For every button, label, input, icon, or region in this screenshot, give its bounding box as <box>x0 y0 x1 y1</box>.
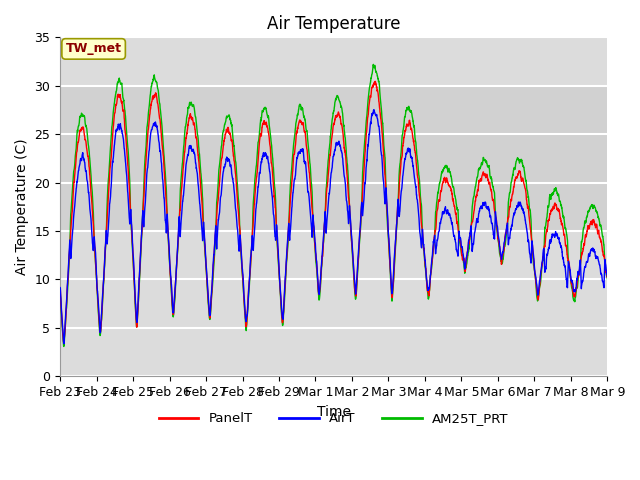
PanelT <box>422 268 430 274</box>
Line: AM25T_PRT: AM25T_PRT <box>60 64 625 347</box>
AM25T_PRT <box>233 175 241 181</box>
PanelT <box>182 136 189 142</box>
AM25T_PRT <box>621 207 629 213</box>
AM25T_PRT <box>569 292 577 298</box>
AirT <box>60 341 68 347</box>
PanelT <box>621 222 629 228</box>
AirT <box>430 239 438 244</box>
Y-axis label: Air Temperature (C): Air Temperature (C) <box>15 139 29 275</box>
Legend: PanelT, AirT, AM25T_PRT: PanelT, AirT, AM25T_PRT <box>153 407 514 431</box>
Text: TW_met: TW_met <box>66 42 122 55</box>
PanelT <box>430 237 438 242</box>
PanelT <box>56 287 64 292</box>
AirT <box>56 285 64 290</box>
AM25T_PRT <box>369 61 377 67</box>
AirT <box>422 272 430 277</box>
AirT <box>621 253 629 259</box>
X-axis label: Time: Time <box>317 405 351 419</box>
PanelT <box>569 288 577 294</box>
PanelT <box>60 340 68 346</box>
Bar <box>60 86 607 231</box>
AM25T_PRT <box>606 292 614 298</box>
AM25T_PRT <box>182 122 189 128</box>
AirT <box>233 221 241 227</box>
AM25T_PRT <box>60 344 68 349</box>
AirT <box>182 164 189 170</box>
AirT <box>569 280 577 286</box>
AM25T_PRT <box>430 241 438 247</box>
PanelT <box>233 191 241 196</box>
AirT <box>606 286 614 292</box>
AM25T_PRT <box>56 290 64 296</box>
PanelT <box>606 290 614 296</box>
AM25T_PRT <box>422 273 430 279</box>
AirT <box>370 107 378 113</box>
Line: AirT: AirT <box>60 110 625 344</box>
PanelT <box>371 78 379 84</box>
Title: Air Temperature: Air Temperature <box>267 15 401 33</box>
Line: PanelT: PanelT <box>60 81 625 343</box>
